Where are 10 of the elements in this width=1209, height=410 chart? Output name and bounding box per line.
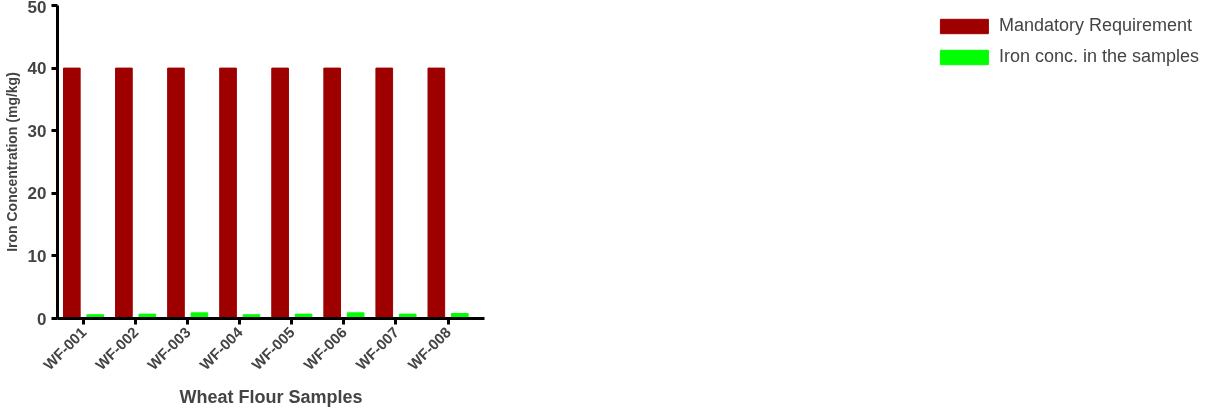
- y-tick-label: 30: [27, 121, 47, 141]
- y-axis-title: Iron Concentration (mg/kg): [3, 72, 20, 252]
- y-tick-label: 10: [27, 246, 47, 266]
- y-tick-label: 40: [27, 59, 47, 79]
- y-tick-label: 0: [37, 309, 47, 329]
- y-tick-label: 50: [27, 0, 47, 17]
- y-tick-label: 20: [27, 184, 47, 204]
- legend-label: Mandatory Requirement: [998, 15, 1192, 36]
- legend-label: Iron conc. in the samples: [998, 46, 1199, 67]
- x-axis-title: Wheat Flour Samples: [179, 387, 363, 408]
